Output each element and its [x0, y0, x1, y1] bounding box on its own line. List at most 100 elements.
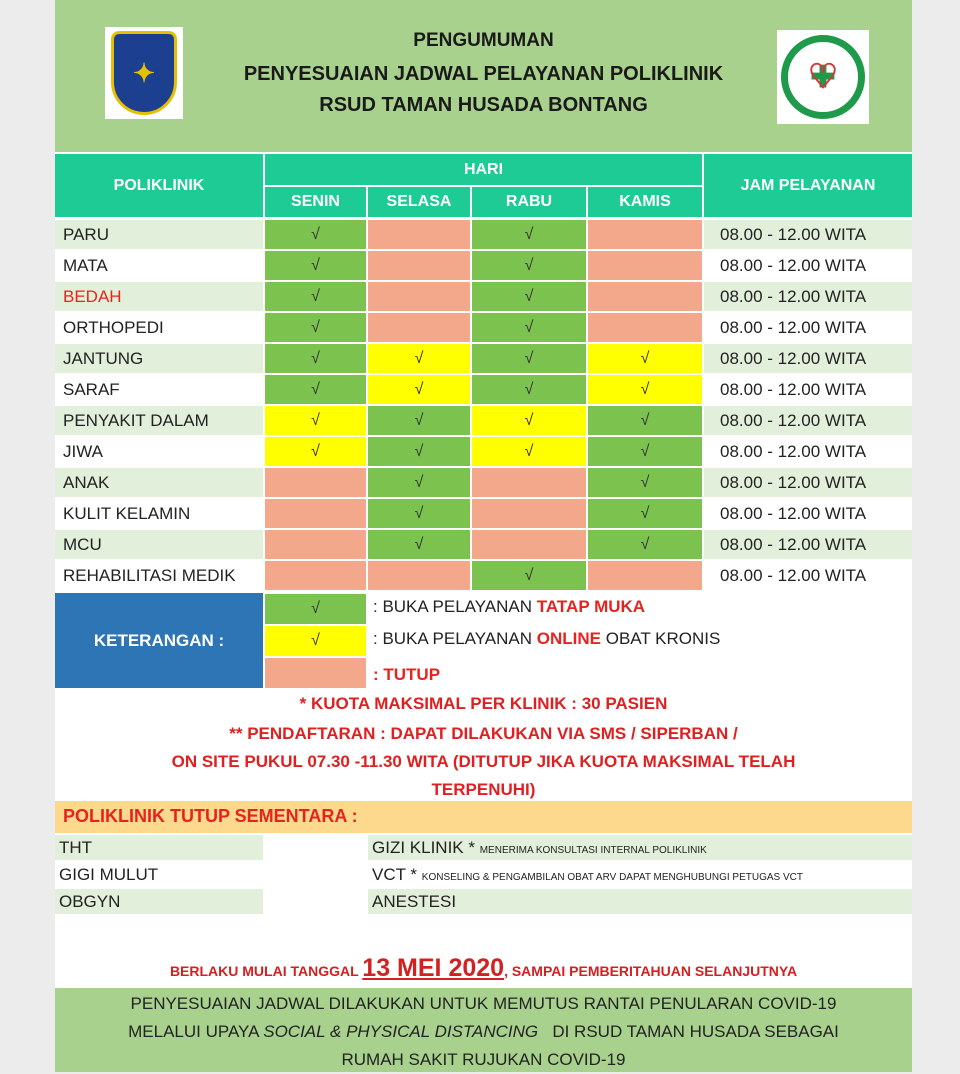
legend-text-yellow: : BUKA PELAYANAN ONLINE OBAT KRONIS	[373, 629, 721, 648]
footer-note: PENYESUAIAN JADWAL DILAKUKAN UNTUK MEMUT…	[55, 988, 912, 1072]
table-row: REHABILITASI MEDIK √ 08.00 - 12.00 WITA	[55, 561, 912, 592]
day-cell-kamis: √	[588, 468, 702, 497]
day-cell-selasa: √	[368, 530, 470, 559]
registration-note-3: TERPENUHI)	[431, 780, 536, 799]
legend-swatch-green: √	[265, 594, 366, 624]
closed-clinic: OBGYN	[55, 889, 263, 914]
clinic-name: KULIT KELAMIN	[63, 503, 191, 523]
table-row: MCU √ √ 08.00 - 12.00 WITA	[55, 530, 912, 561]
legend-swatch-yellow: √	[265, 626, 366, 656]
day-cell-kamis: √	[588, 344, 702, 373]
legend-text-red: : TUTUP	[373, 665, 441, 684]
col-header-poliklinik: POLIKLINIK	[55, 154, 263, 217]
emblem-icon: ✦	[111, 31, 177, 115]
day-cell-rabu: √	[472, 220, 586, 249]
table-row: ANAK √ √ 08.00 - 12.00 WITA	[55, 468, 912, 499]
clinic-name: MATA	[63, 255, 108, 275]
day-cell-senin: √	[265, 375, 366, 404]
day-cell-rabu: √	[472, 282, 586, 311]
header: ✦ PENGUMUMAN PENYESUAIAN JADWAL PELAYANA…	[55, 0, 912, 152]
day-cell-senin	[265, 468, 366, 497]
day-cell-selasa: √	[368, 406, 470, 435]
hospital-logo: ♡ ✚	[777, 30, 869, 124]
day-cell-rabu: √	[472, 251, 586, 280]
legend-text-green: : BUKA PELAYANAN TATAP MUKA	[373, 597, 646, 616]
col-header-kamis: KAMIS	[588, 187, 702, 217]
table-row: BEDAH √ √ 08.00 - 12.00 WITA	[55, 282, 912, 313]
table-row: KULIT KELAMIN √ √ 08.00 - 12.00 WITA	[55, 499, 912, 530]
service-hours: 08.00 - 12.00 WITA	[720, 503, 867, 523]
day-cell-selasa: √	[368, 437, 470, 466]
footer-line-3: RUMAH SAKIT RUJUKAN COVID-19	[341, 1050, 626, 1069]
validity-notice: BERLAKU MULAI TANGGAL 13 MEI 2020, SAMPA…	[169, 954, 798, 982]
clinic-name: PENYAKIT DALAM	[55, 406, 263, 435]
day-cell-kamis	[588, 220, 702, 249]
day-cell-selasa: √	[368, 375, 470, 404]
service-hours: 08.00 - 12.00 WITA	[720, 255, 867, 275]
legend-label: KETERANGAN :	[55, 593, 263, 688]
closed-clinics-title: POLIKLINIK TUTUP SEMENTARA :	[55, 801, 912, 833]
day-cell-rabu	[472, 468, 586, 497]
registration-note-2: ON SITE PUKUL 07.30 -11.30 WITA (DITUTUP…	[171, 752, 796, 771]
day-cell-selasa	[368, 313, 470, 342]
table-row: JANTUNG √ √ √ √ 08.00 - 12.00 WITA	[55, 344, 912, 375]
col-header-selasa: SELASA	[368, 187, 470, 217]
heart-cross-icon: ♡ ✚	[781, 35, 865, 119]
registration-note-1: ** PENDAFTARAN : DAPAT DILAKUKAN VIA SMS…	[229, 724, 738, 743]
service-hours: 08.00 - 12.00 WITA	[720, 379, 867, 399]
table-row: PARU √ √ 08.00 - 12.00 WITA	[55, 220, 912, 251]
day-cell-kamis	[588, 251, 702, 280]
day-cell-rabu	[472, 499, 586, 528]
day-cell-rabu	[472, 530, 586, 559]
closed-clinic: VCT * KONSELING & PENGAMBILAN OBAT ARV D…	[368, 862, 912, 887]
day-cell-rabu: √	[472, 406, 586, 435]
clinic-name: MCU	[55, 530, 263, 559]
service-hours: 08.00 - 12.00 WITA	[720, 317, 867, 337]
closed-clinic: ANESTESI	[368, 889, 912, 914]
col-header-hari: HARI	[265, 154, 702, 185]
service-hours: 08.00 - 12.00 WITA	[720, 565, 867, 585]
title-hospital: RSUD TAMAN HUSADA BONTANG	[319, 94, 648, 116]
service-hours: 08.00 - 12.00 WITA	[704, 530, 912, 559]
footer-line-1: PENYESUAIAN JADWAL DILAKUKAN UNTUK MEMUT…	[130, 994, 837, 1013]
day-cell-senin	[265, 561, 366, 590]
clinic-name: ANAK	[55, 468, 263, 497]
day-cell-senin: √	[265, 251, 366, 280]
day-cell-kamis: √	[588, 406, 702, 435]
service-hours: 08.00 - 12.00 WITA	[704, 282, 912, 311]
service-hours: 08.00 - 12.00 WITA	[720, 441, 867, 461]
col-header-senin: SENIN	[265, 187, 366, 217]
day-cell-kamis	[588, 561, 702, 590]
day-cell-senin: √	[265, 282, 366, 311]
table-row: SARAF √ √ √ √ 08.00 - 12.00 WITA	[55, 375, 912, 406]
col-header-jam: JAM PELAYANAN	[704, 154, 912, 217]
day-cell-rabu: √	[472, 437, 586, 466]
table-row: JIWA √ √ √ √ 08.00 - 12.00 WITA	[55, 437, 912, 468]
day-cell-selasa	[368, 282, 470, 311]
clinic-name: SARAF	[63, 379, 120, 399]
legend-swatch-red	[265, 658, 366, 688]
quota-note: * KUOTA MAKSIMAL PER KLINIK : 30 PASIEN	[299, 694, 668, 713]
day-cell-senin: √	[265, 313, 366, 342]
day-cell-selasa	[368, 251, 470, 280]
day-cell-kamis: √	[588, 375, 702, 404]
service-hours: 08.00 - 12.00 WITA	[704, 220, 912, 249]
day-cell-rabu: √	[472, 375, 586, 404]
closed-clinic: GIGI MULUT	[55, 862, 263, 887]
day-cell-rabu: √	[472, 344, 586, 373]
day-cell-rabu: √	[472, 561, 586, 590]
day-cell-kamis	[588, 282, 702, 311]
day-cell-selasa	[368, 220, 470, 249]
clinic-name: JIWA	[63, 441, 103, 461]
footer-line-2: MELALUI UPAYA SOCIAL & PHYSICAL DISTANCI…	[128, 1022, 839, 1041]
closed-clinic: THT	[55, 835, 263, 860]
bontang-city-logo: ✦	[105, 27, 183, 119]
day-cell-selasa: √	[368, 344, 470, 373]
day-cell-kamis	[588, 313, 702, 342]
service-hours: 08.00 - 12.00 WITA	[704, 344, 912, 373]
clinic-name: PARU	[55, 220, 263, 249]
clinic-name: BEDAH	[55, 282, 263, 311]
day-cell-senin	[265, 499, 366, 528]
day-cell-senin: √	[265, 437, 366, 466]
day-cell-rabu: √	[472, 313, 586, 342]
